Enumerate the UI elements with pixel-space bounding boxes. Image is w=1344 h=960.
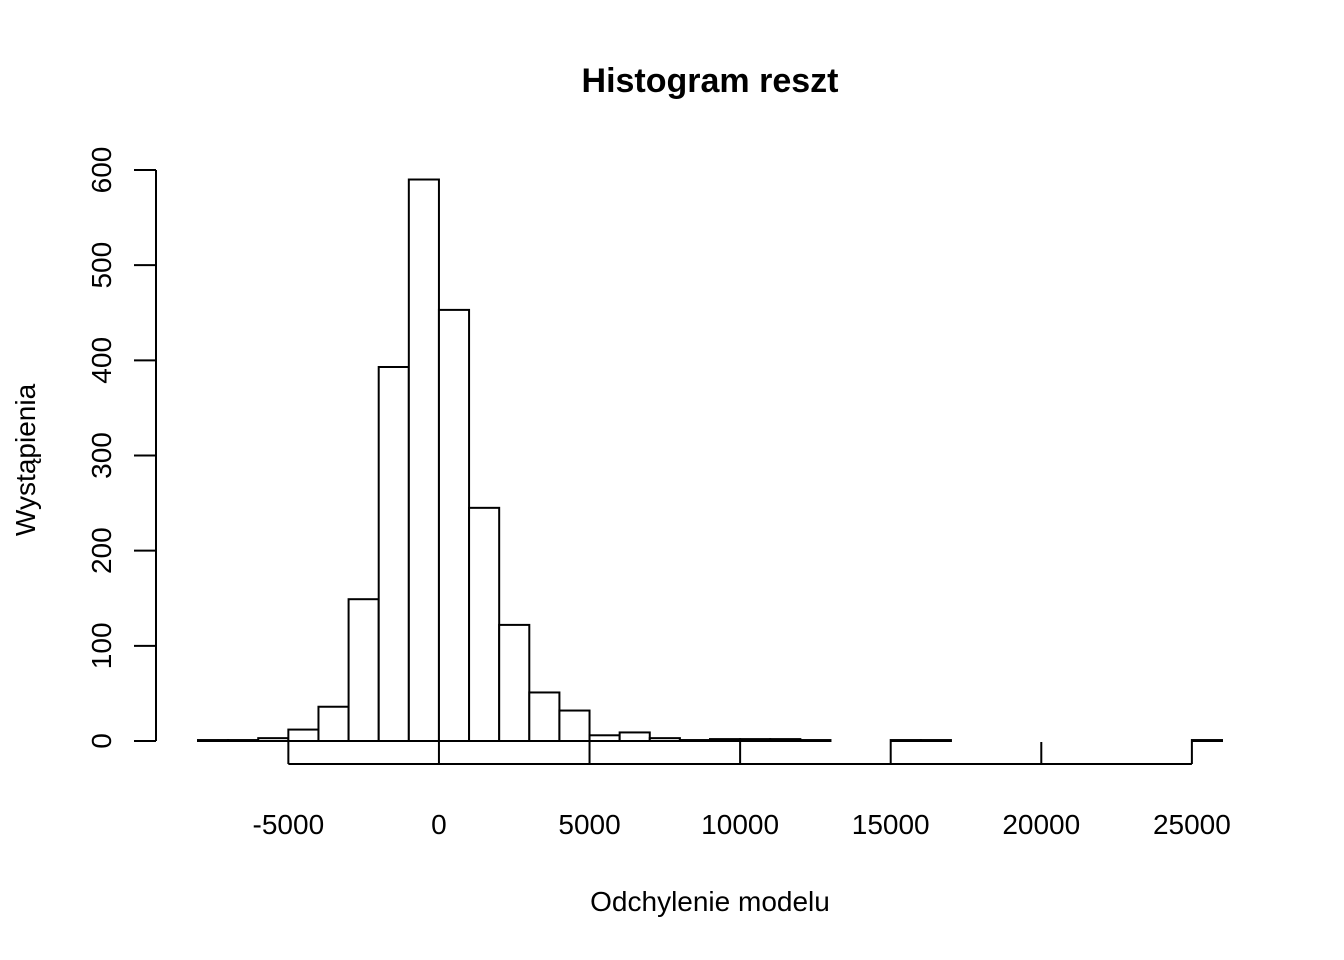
y-tick-label: 100 <box>86 622 117 669</box>
histogram-bar <box>287 728 320 743</box>
histogram-bars <box>197 178 1223 743</box>
histogram-bar <box>468 506 501 743</box>
x-tick-label: 20000 <box>1002 809 1080 840</box>
y-axis: 0 100 200 300 400 500 600 <box>86 147 157 749</box>
histogram-bar <box>528 691 561 743</box>
histogram-bar <box>558 709 591 743</box>
x-tick-label: 5000 <box>558 809 620 840</box>
chart-title: Histogram reszt <box>582 62 839 100</box>
histogram-bar <box>618 731 651 742</box>
y-axis-label: Wystąpienia <box>10 383 41 536</box>
y-tick-label: 200 <box>86 527 117 574</box>
histogram-bar <box>197 739 230 743</box>
histogram-bar <box>1190 739 1223 743</box>
y-tick-label: 0 <box>86 733 117 749</box>
histogram-bar <box>739 738 772 743</box>
histogram-bar <box>919 739 952 743</box>
y-tick-label: 500 <box>86 242 117 289</box>
histogram-bar <box>648 737 681 743</box>
x-tick-label: 0 <box>431 809 447 840</box>
y-tick-label: 300 <box>86 432 117 479</box>
histogram-bar <box>257 737 290 743</box>
histogram-bar <box>227 739 260 743</box>
histogram-bar <box>588 734 621 742</box>
x-tick-label: 10000 <box>701 809 779 840</box>
histogram-bar <box>317 705 350 742</box>
histogram-bar <box>377 365 410 742</box>
x-axis-label: Odchylenie modelu <box>590 886 830 917</box>
histogram-bar <box>709 738 742 743</box>
histogram-bar <box>889 739 922 743</box>
x-tick-label: -5000 <box>253 809 325 840</box>
histogram-bar <box>437 308 471 742</box>
x-tick-label: 15000 <box>852 809 930 840</box>
y-tick-label: 400 <box>86 337 117 384</box>
x-tick-label: 25000 <box>1153 809 1231 840</box>
histogram-bar <box>799 739 832 743</box>
histogram-bar <box>769 738 802 743</box>
histogram-bar <box>407 178 440 742</box>
histogram-bar <box>347 598 380 742</box>
x-axis: -5000 0 5000 10000 15000 20000 25000 <box>253 742 1231 840</box>
histogram-bar <box>678 739 711 743</box>
histogram-bar <box>498 623 531 742</box>
y-tick-label: 600 <box>86 147 117 194</box>
